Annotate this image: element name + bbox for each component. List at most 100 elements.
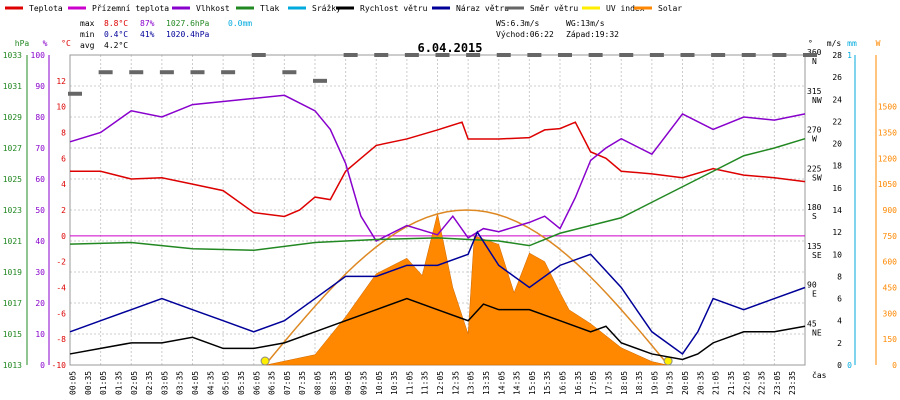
temperature-axis-tick-8: -4 xyxy=(56,284,66,293)
humidity-axis-tick-1: 90 xyxy=(35,82,45,91)
rain-axis-unit: mm xyxy=(847,39,857,48)
legend-label-5: Rychlost větru xyxy=(360,4,428,13)
solar-tick-7: 450 xyxy=(883,284,898,293)
time-tick-7: 03:35 xyxy=(176,371,185,395)
dir-tick-0: 360 xyxy=(807,48,822,57)
wind-dir-mark xyxy=(282,70,297,75)
wind-dir-mark xyxy=(803,53,817,57)
solar-tick-2: 1200 xyxy=(878,154,897,163)
temperature-axis-tick-1: 10 xyxy=(56,103,66,112)
legend-label-2: Vlhkost xyxy=(196,4,230,13)
time-tick-18: 09:05 xyxy=(344,371,353,395)
ws-tick-2: 24 xyxy=(832,95,842,104)
ws-tick-6: 16 xyxy=(832,184,842,193)
wind-dir-mark xyxy=(221,70,236,75)
wind-dir-mark xyxy=(313,78,327,83)
legend-label-4: Srážky xyxy=(312,4,341,13)
time-tick-46: 23:05 xyxy=(773,371,782,395)
series-Vlhkost xyxy=(69,94,806,242)
ws-tick-3: 22 xyxy=(832,117,842,126)
time-tick-14: 07:05 xyxy=(283,371,292,395)
stat-min-press: 1020.4hPa xyxy=(166,30,210,39)
legend-label-7: Směr větru xyxy=(530,4,578,13)
stat-avg-temp: 4.2°C xyxy=(104,41,128,50)
time-tick-13: 06:35 xyxy=(268,371,277,395)
wind-dir-mark xyxy=(649,53,664,57)
pressure-axis-tick-10: 1013 xyxy=(3,361,22,370)
time-tick-26: 13:05 xyxy=(467,371,476,395)
time-tick-3: 01:35 xyxy=(114,371,123,395)
legend-label-3: Tlak xyxy=(260,4,279,13)
ws-tick-8: 12 xyxy=(832,228,842,237)
stat-max-rain: 0.0mm xyxy=(228,19,252,28)
series-Teplota xyxy=(70,121,806,218)
series-marks xyxy=(68,53,817,366)
dir-label-3: SW xyxy=(812,173,822,182)
ws-tick-4: 20 xyxy=(832,140,842,149)
time-tick-15: 07:35 xyxy=(298,371,307,395)
solar-tick-4: 900 xyxy=(883,206,898,215)
series-Náraz větru xyxy=(69,230,806,355)
time-tick-22: 11:05 xyxy=(405,371,414,395)
wind-dir-mark xyxy=(374,53,389,57)
solar-area xyxy=(265,213,668,366)
legend-label-8: UV index xyxy=(606,4,645,13)
stat-sunrise: Východ:06:22 xyxy=(496,30,554,39)
humidity-axis-tick-7: 30 xyxy=(35,268,45,277)
pressure-axis-tick-4: 1025 xyxy=(3,175,22,184)
solar-theoretical-curve xyxy=(264,209,669,366)
wind-dir-mark xyxy=(680,53,695,57)
x-axis-label: čas xyxy=(812,370,827,380)
time-tick-0: 00:05 xyxy=(69,371,78,395)
wind-dir-mark xyxy=(772,53,787,57)
ws-tick-9: 10 xyxy=(832,250,842,259)
rain-tick-1: 0 xyxy=(847,361,852,370)
legend-label-0: Teplota xyxy=(29,4,63,13)
ws-tick-14: 0 xyxy=(837,361,842,370)
time-tick-16: 08:05 xyxy=(314,371,323,395)
humidity-axis-tick-4: 60 xyxy=(35,175,45,184)
humidity-axis-tick-6: 40 xyxy=(35,237,45,246)
time-tick-12: 06:05 xyxy=(252,371,261,395)
dir-tick-1: 315 xyxy=(807,87,822,96)
time-tick-17: 08:35 xyxy=(329,371,338,395)
stat-max-temp: 8.8°C xyxy=(104,19,128,28)
time-tick-20: 10:05 xyxy=(375,371,384,395)
stat-ws: WS:6.3m/s xyxy=(496,19,540,28)
time-tick-39: 19:35 xyxy=(666,371,675,395)
series-Rychlost větru xyxy=(69,297,806,361)
humidity-axis-tick-9: 10 xyxy=(35,330,45,339)
pressure-axis-tick-7: 1019 xyxy=(3,268,22,277)
humidity-axis-tick-5: 50 xyxy=(35,206,45,215)
wind-dir-mark xyxy=(619,53,634,57)
wind-dir-mark xyxy=(68,91,82,96)
pressure-axis-tick-8: 1017 xyxy=(3,299,22,308)
pressure-axis-tick-5: 1023 xyxy=(3,206,22,215)
dir-label-2: W xyxy=(812,135,817,144)
temperature-axis-tick-4: 4 xyxy=(61,180,66,189)
solar-tick-9: 150 xyxy=(883,335,898,344)
pressure-axis-tick-1: 1031 xyxy=(3,82,22,91)
time-tick-21: 10:35 xyxy=(390,371,399,395)
ws-tick-11: 6 xyxy=(837,295,842,304)
temperature-axis-tick-5: 2 xyxy=(61,206,66,215)
time-tick-36: 18:05 xyxy=(620,371,629,395)
time-tick-2: 01:05 xyxy=(99,371,108,395)
wind-dir-mark xyxy=(527,53,542,57)
temperature-axis-tick-9: -6 xyxy=(56,309,66,318)
wind-dir-mark xyxy=(159,70,174,75)
solar-tick-5: 750 xyxy=(883,232,898,241)
time-tick-29: 14:35 xyxy=(513,371,522,395)
dir-tick-3: 225 xyxy=(807,164,822,173)
stat-min-hum: 41% xyxy=(140,30,155,39)
rain-tick-0: 1 xyxy=(847,51,852,60)
solar-tick-3: 1050 xyxy=(878,180,897,189)
solar-tick-10: 0 xyxy=(892,361,897,370)
dir-label-4: S xyxy=(812,212,817,221)
time-tick-27: 13:35 xyxy=(482,371,491,395)
ws-tick-0: 28 xyxy=(832,51,842,60)
dir-axis-unit: ° xyxy=(808,39,813,48)
axes: hPa1033103110291027102510231021101910171… xyxy=(3,39,897,370)
ws-tick-7: 14 xyxy=(832,206,842,215)
